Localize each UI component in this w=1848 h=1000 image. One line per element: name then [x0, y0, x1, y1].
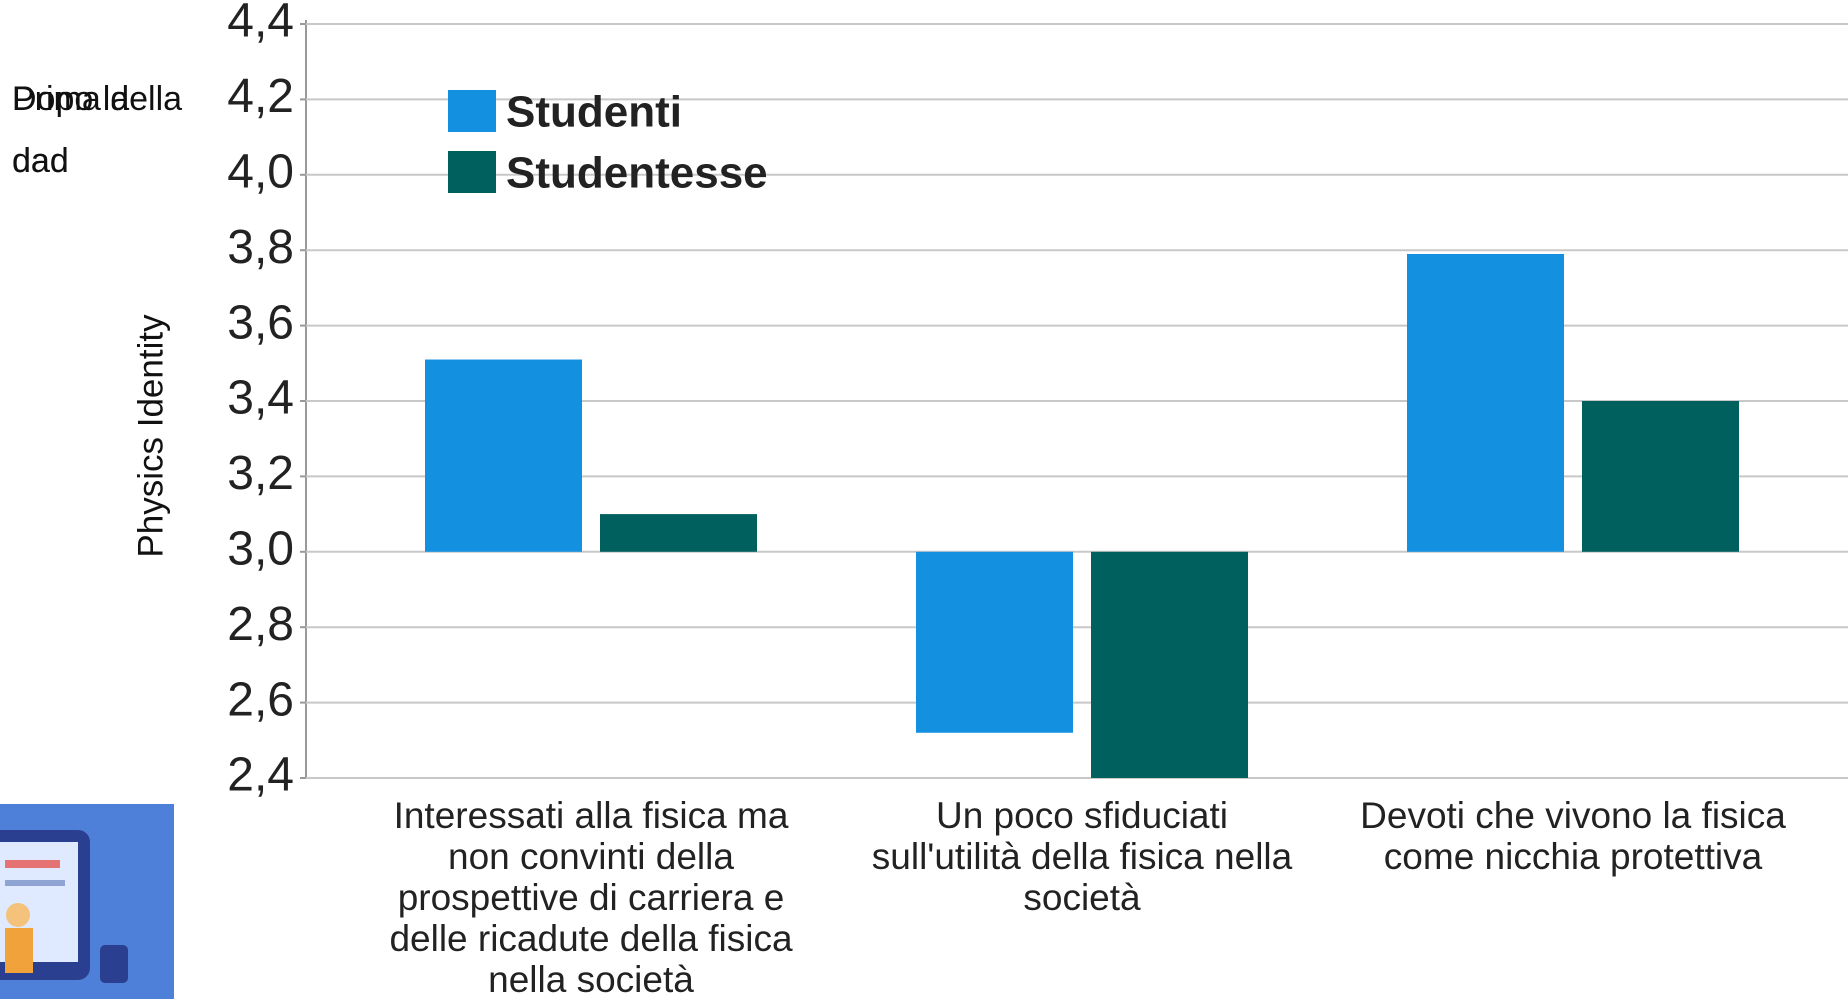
annotation: Dopo la dad [12, 80, 130, 180]
bar [1091, 551, 1248, 778]
illustration [0, 804, 174, 999]
legend-swatch [448, 90, 496, 132]
y-axis-label: Physics Identity [131, 314, 170, 558]
legend-swatch [448, 151, 496, 193]
y-tick-label: 2,6 [227, 673, 294, 726]
y-tick-label: 3,4 [227, 372, 294, 425]
bar [916, 551, 1073, 733]
y-tick-label: 3,8 [227, 221, 294, 274]
annotation: Prima della dad [12, 80, 183, 180]
y-tick-label: 3,0 [227, 522, 294, 575]
x-tick-label: Un poco sfiduciati sull'utilità della fi… [871, 795, 1293, 918]
bar [600, 514, 757, 552]
y-tick-label: 2,4 [227, 749, 294, 802]
y-tick-label: 4,2 [227, 70, 294, 123]
bar [1582, 401, 1739, 552]
y-tick-label: 2,8 [227, 598, 294, 651]
y-tick-label: 3,6 [227, 296, 294, 349]
y-tick-label: 4,4 [227, 0, 294, 48]
legend-label: Studentesse [506, 149, 768, 198]
y-tick-label: 4,0 [227, 145, 294, 198]
x-tick-label: Interessati alla fisica ma non convinti … [389, 795, 793, 1000]
bar [1407, 253, 1564, 552]
x-tick-label: Devoti che vivono la fisica come nicchia… [1360, 795, 1786, 877]
legend-label: Studenti [506, 88, 682, 137]
bar [425, 359, 582, 552]
y-tick-label: 3,2 [227, 447, 294, 500]
